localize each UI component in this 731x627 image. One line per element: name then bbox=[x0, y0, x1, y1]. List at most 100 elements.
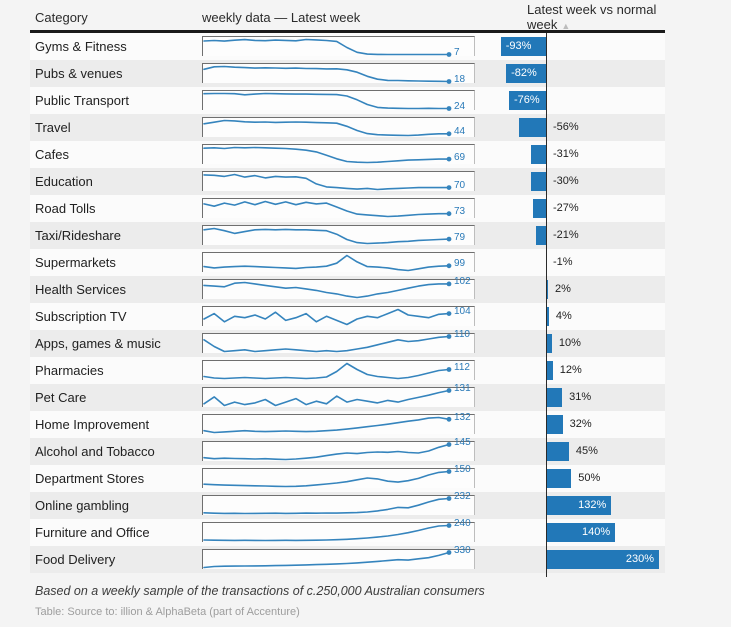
column-header-weekly-data[interactable]: weekly data — Latest week bbox=[202, 0, 487, 30]
sparkline-frame bbox=[202, 549, 475, 569]
sparkline-cell: 79 bbox=[202, 222, 487, 249]
latest-value-label: 79 bbox=[454, 231, 466, 243]
sparkline-chart bbox=[203, 496, 452, 515]
sparkline-endpoint-dot bbox=[446, 131, 452, 137]
table-body: Gyms & Fitness 7 -93% Pubs & venues 18 -82% Pu… bbox=[30, 33, 665, 577]
table-row: Road Tolls 73 -27% bbox=[30, 195, 665, 222]
change-bar bbox=[506, 64, 546, 83]
category-label: Alcohol and Tobacco bbox=[35, 444, 155, 459]
category-label: Travel bbox=[35, 120, 71, 135]
latest-value-label: 99 bbox=[454, 258, 466, 270]
sparkline-chart bbox=[203, 281, 452, 299]
sparkline-frame bbox=[202, 495, 475, 515]
category-label: Food Delivery bbox=[35, 552, 116, 567]
latest-value-label: 150 bbox=[454, 464, 471, 475]
change-bar-cell: 4% bbox=[487, 303, 665, 330]
change-percent-label: 32% bbox=[569, 418, 592, 430]
table-row: Public Transport 24 -76% bbox=[30, 87, 665, 114]
change-bar-cell: -31% bbox=[487, 141, 665, 168]
change-percent-label: 140% bbox=[582, 526, 611, 538]
sparkline-endpoint-dot bbox=[446, 311, 452, 316]
change-bar bbox=[535, 226, 546, 245]
sparkline-endpoint-dot bbox=[446, 523, 452, 528]
sparkline-endpoint-dot bbox=[446, 442, 452, 447]
sparkline-endpoint-dot bbox=[446, 263, 452, 269]
sparkline-frame bbox=[202, 225, 475, 245]
sparkline-cell: 150 bbox=[202, 464, 487, 492]
category-label: Cafes bbox=[35, 147, 69, 162]
category-label: Home Improvement bbox=[35, 417, 150, 432]
latest-value-label: 132 bbox=[454, 411, 471, 423]
latest-value-label: 240 bbox=[454, 518, 471, 529]
sparkline-frame bbox=[202, 387, 475, 407]
sparkline-endpoint-dot bbox=[446, 367, 452, 372]
change-percent-label: 4% bbox=[555, 310, 572, 322]
change-bar bbox=[532, 199, 546, 218]
sparkline-cell: 102 bbox=[202, 276, 487, 303]
table-row: Furniture and Office 240 140% bbox=[30, 518, 665, 546]
change-bar bbox=[530, 145, 546, 164]
table-row: Gyms & Fitness 7 -93% bbox=[30, 33, 665, 60]
change-bar bbox=[547, 307, 549, 326]
sparkline-endpoint-dot bbox=[446, 496, 452, 501]
sparkline-chart bbox=[203, 388, 452, 407]
sparkline-chart bbox=[203, 65, 452, 84]
sparkline-endpoint-dot bbox=[446, 52, 452, 57]
change-bar-cell: -56% bbox=[487, 114, 665, 141]
change-bar bbox=[509, 91, 546, 110]
sparkline-endpoint-dot bbox=[446, 469, 452, 474]
category-label: Public Transport bbox=[35, 93, 129, 108]
sparkline-cell: 70 bbox=[202, 168, 487, 195]
column-header-category[interactable]: Category bbox=[30, 0, 202, 30]
latest-value-label: 73 bbox=[454, 206, 466, 218]
sparkline-cell: 104 bbox=[202, 303, 487, 330]
sparkline-frame bbox=[202, 198, 475, 218]
sparkline-cell: 132 bbox=[202, 411, 487, 438]
change-percent-label: 2% bbox=[555, 283, 571, 295]
change-percent-label: 31% bbox=[569, 391, 592, 403]
column-header-latest-vs-normal[interactable]: Latest week vs normal week ▲ bbox=[487, 0, 665, 32]
latest-value-label: 112 bbox=[454, 362, 470, 373]
sparkline-chart bbox=[203, 254, 452, 272]
change-percent-label: 12% bbox=[559, 364, 582, 376]
change-bar bbox=[547, 442, 569, 461]
source-line: Table: Source to: illion & AlphaBeta (pa… bbox=[35, 606, 300, 618]
sparkline-endpoint-dot bbox=[446, 185, 452, 190]
change-bar bbox=[547, 496, 612, 515]
sparkline-frame bbox=[202, 333, 475, 353]
change-bar bbox=[547, 388, 563, 407]
sparkline-chart bbox=[203, 200, 452, 218]
category-label: Apps, games & music bbox=[35, 336, 161, 351]
latest-value-label: 69 bbox=[454, 151, 466, 163]
sparkline-frame bbox=[202, 468, 475, 488]
category-label: Taxi/Rideshare bbox=[35, 228, 121, 243]
table-row: Pharmacies 112 12% bbox=[30, 357, 665, 384]
sparkline-endpoint-dot bbox=[446, 211, 452, 217]
change-percent-label: -56% bbox=[553, 121, 579, 133]
latest-value-label: 44 bbox=[454, 126, 466, 138]
change-percent-label: 230% bbox=[625, 553, 654, 565]
sparkline-cell: 69 bbox=[202, 141, 487, 168]
sparkline-cell: 110 bbox=[202, 329, 487, 357]
latest-value-label: 232 bbox=[454, 491, 471, 502]
change-bar-cell: -27% bbox=[487, 195, 665, 222]
change-bar-cell: 132% bbox=[487, 492, 665, 519]
table-row: Supermarkets 99 -1% bbox=[30, 249, 665, 276]
sparkline-chart bbox=[203, 119, 452, 137]
table-row: Subscription TV 104 4% bbox=[30, 303, 665, 330]
sparkline-frame bbox=[202, 279, 475, 299]
change-bar-cell: -76% bbox=[487, 87, 665, 114]
sparkline-frame bbox=[202, 117, 475, 137]
category-label: Education bbox=[35, 174, 93, 189]
sparkline-endpoint-dot bbox=[446, 106, 452, 111]
category-label: Department Stores bbox=[35, 471, 145, 486]
sort-ascending-icon[interactable]: ▲ bbox=[561, 21, 571, 31]
sparkline-frame bbox=[202, 171, 475, 191]
change-percent-label: -1% bbox=[553, 256, 573, 268]
change-bar-cell: 2% bbox=[487, 276, 665, 303]
sparkline-frame bbox=[202, 522, 475, 542]
change-bar bbox=[547, 334, 552, 353]
sparkline-frame bbox=[202, 90, 475, 111]
sparkline-cell: 24 bbox=[202, 87, 487, 114]
